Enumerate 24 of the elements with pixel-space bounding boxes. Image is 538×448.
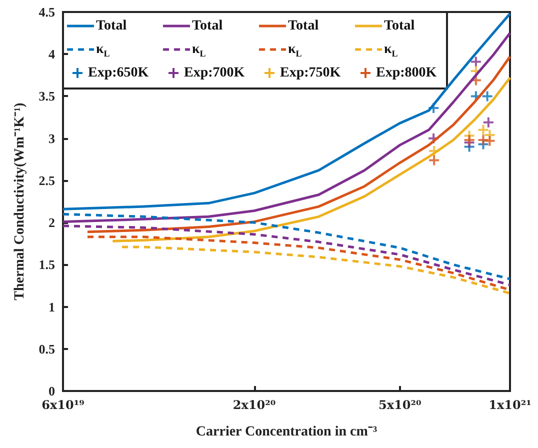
y-tick-label: 3.5 — [38, 88, 56, 104]
x-tick-label: 2x10²⁰ — [232, 398, 276, 412]
y-tick-label: 3 — [48, 130, 56, 146]
legend-label: Exp:750K — [280, 66, 341, 80]
y-tick-label: 2.5 — [38, 172, 56, 188]
y-tick-label: 4 — [48, 46, 56, 62]
legend-label: Exp:800K — [376, 66, 437, 80]
legend-label: Total — [192, 18, 223, 34]
y-tick-label: 1 — [48, 299, 55, 314]
y-axis-title: Thermal Conductivity(Wm⁻¹K⁻¹) — [12, 102, 28, 300]
legend-label: Total — [288, 18, 319, 34]
legend-label: Total — [384, 18, 415, 34]
x-axis-title: Carrier Concentration in cm⁻³ — [196, 424, 378, 440]
legend-label: Exp:700K — [184, 66, 245, 80]
y-tick-label: 4.5 — [38, 4, 56, 20]
y-tick-label: 1.5 — [38, 257, 56, 272]
legend-label: Exp:650K — [88, 66, 149, 80]
x-tick-label: 6x10¹⁹ — [42, 398, 84, 412]
y-tick-label: 0 — [48, 384, 55, 398]
x-tick-label: 1x10²¹ — [488, 398, 532, 412]
y-tick-label: 0.5 — [38, 341, 56, 356]
x-tick-label: 5x10²⁰ — [378, 398, 422, 412]
legend-label: Total — [96, 18, 127, 34]
y-tick-label: 2 — [48, 215, 55, 230]
